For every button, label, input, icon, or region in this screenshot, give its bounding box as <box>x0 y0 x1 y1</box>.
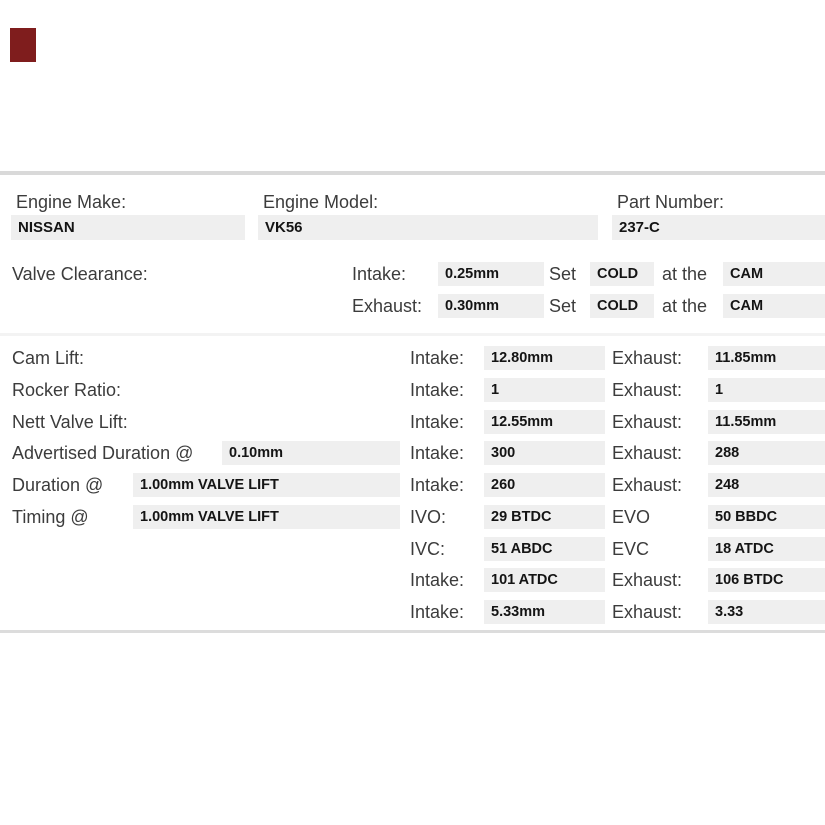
nett-valve-lift-label: Nett Valve Lift: <box>12 412 128 432</box>
ivc-evc-row: IVC: 51 ABDC EVC 18 ATDC <box>0 537 825 561</box>
timing-at-field[interactable]: 1.00mm VALVE LIFT <box>133 505 400 529</box>
valve-clearance-intake-row: Intake: 0.25mm Set COLD at the CAM <box>0 262 825 286</box>
exhaust-label: Exhaust: <box>612 443 683 463</box>
intake-condition-field[interactable]: COLD <box>590 262 654 286</box>
advertised-duration-exhaust-field[interactable]: 288 <box>708 441 825 465</box>
part-number-field[interactable]: 237-C <box>612 215 825 240</box>
part-number-label: Part Number: <box>617 192 725 212</box>
rocker-ratio-label: Rocker Ratio: <box>12 380 122 400</box>
exhaust-centerline-field[interactable]: 106 BTDC <box>708 568 825 592</box>
ivo-label: IVO: <box>410 507 447 527</box>
timing-label: Timing @ <box>12 507 89 527</box>
exhaust-clearance-field[interactable]: 0.30mm <box>438 294 544 318</box>
exhaust-label: Exhaust: <box>612 602 683 622</box>
cam-lift-row: Cam Lift: Intake: 12.80mm Exhaust: 11.85… <box>0 346 825 370</box>
intake-label: Intake: <box>410 475 465 495</box>
timing-row: Timing @ 1.00mm VALVE LIFT IVO: 29 BTDC … <box>0 505 825 529</box>
intake-label: Intake: <box>410 570 465 590</box>
duration-at-field[interactable]: 1.00mm VALVE LIFT <box>133 473 400 497</box>
at-the-label: at the <box>662 296 708 316</box>
intake-label: Intake: <box>410 443 465 463</box>
at-the-label: at the <box>662 264 708 284</box>
valve-clearance-exhaust-row: Exhaust: 0.30mm Set COLD at the CAM <box>0 294 825 318</box>
divider-bottom <box>0 630 825 633</box>
engine-model-field[interactable]: VK56 <box>258 215 598 240</box>
set-label: Set <box>549 296 577 316</box>
divider-top <box>0 171 825 175</box>
engine-model-label: Engine Model: <box>263 192 379 212</box>
evo-label: EVO <box>612 507 651 527</box>
engine-make-field[interactable]: NISSAN <box>11 215 245 240</box>
set-label: Set <box>549 264 577 284</box>
nett-valve-lift-intake-field[interactable]: 12.55mm <box>484 410 605 434</box>
intake-location-field[interactable]: CAM <box>723 262 825 286</box>
evo-field[interactable]: 50 BBDC <box>708 505 825 529</box>
intake-label: Intake: <box>410 348 465 368</box>
intake-label: Intake: <box>410 602 465 622</box>
lift-values-row: Intake: 5.33mm Exhaust: 3.33 <box>0 600 825 624</box>
cam-lift-exhaust-field[interactable]: 11.85mm <box>708 346 825 370</box>
exhaust-lift-field[interactable]: 3.33 <box>708 600 825 624</box>
exhaust-label: Exhaust: <box>612 412 683 432</box>
evc-field[interactable]: 18 ATDC <box>708 537 825 561</box>
intake-label: Intake: <box>410 380 465 400</box>
duration-row: Duration @ 1.00mm VALVE LIFT Intake: 260… <box>0 473 825 497</box>
ivo-field[interactable]: 29 BTDC <box>484 505 605 529</box>
advertised-duration-intake-field[interactable]: 300 <box>484 441 605 465</box>
intake-centerline-field[interactable]: 101 ATDC <box>484 568 605 592</box>
rocker-ratio-row: Rocker Ratio: Intake: 1 Exhaust: 1 <box>0 378 825 402</box>
divider-middle <box>0 333 825 336</box>
cam-lift-label: Cam Lift: <box>12 348 85 368</box>
exhaust-label: Exhaust: <box>612 380 683 400</box>
exhaust-location-field[interactable]: CAM <box>723 294 825 318</box>
intake-lift-field[interactable]: 5.33mm <box>484 600 605 624</box>
intake-clearance-field[interactable]: 0.25mm <box>438 262 544 286</box>
ivc-label: IVC: <box>410 539 446 559</box>
valve-clearance-label: Valve Clearance: <box>12 264 148 284</box>
max-lift-timing-row: Intake: 101 ATDC Exhaust: 106 BTDC <box>0 568 825 592</box>
engine-make-label: Engine Make: <box>16 192 127 212</box>
advertised-duration-at-field[interactable]: 0.10mm <box>222 441 400 465</box>
advertised-duration-row: Advertised Duration @ 0.10mm Intake: 300… <box>0 441 825 465</box>
nett-valve-lift-exhaust-field[interactable]: 11.55mm <box>708 410 825 434</box>
exhaust-label: Exhaust: <box>612 475 683 495</box>
cam-lift-intake-field[interactable]: 12.80mm <box>484 346 605 370</box>
rocker-ratio-intake-field[interactable]: 1 <box>484 378 605 402</box>
duration-intake-field[interactable]: 260 <box>484 473 605 497</box>
rocker-ratio-exhaust-field[interactable]: 1 <box>708 378 825 402</box>
exhaust-label: Exhaust: <box>612 348 683 368</box>
exhaust-condition-field[interactable]: COLD <box>590 294 654 318</box>
red-logo-badge <box>10 28 36 62</box>
duration-label: Duration @ <box>12 475 104 495</box>
ivc-field[interactable]: 51 ABDC <box>484 537 605 561</box>
evc-label: EVC <box>612 539 650 559</box>
nett-valve-lift-row: Nett Valve Lift: Intake: 12.55mm Exhaust… <box>0 410 825 434</box>
intake-label: Intake: <box>410 412 465 432</box>
exhaust-label: Exhaust: <box>612 570 683 590</box>
exhaust-label: Exhaust: <box>352 296 423 316</box>
duration-exhaust-field[interactable]: 248 <box>708 473 825 497</box>
intake-label: Intake: <box>352 264 407 284</box>
advertised-duration-label: Advertised Duration @ <box>12 443 194 463</box>
